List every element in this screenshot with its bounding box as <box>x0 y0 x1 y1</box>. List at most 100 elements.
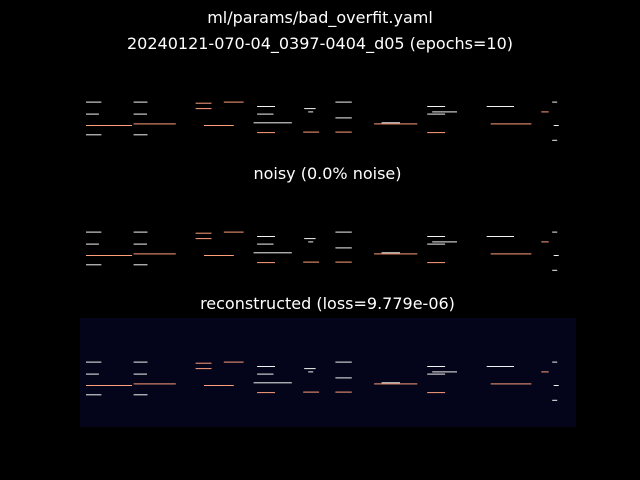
note-segment <box>335 247 352 249</box>
note-segment <box>432 111 457 113</box>
note-segment <box>553 385 559 386</box>
note-segment <box>257 392 275 394</box>
note-segment <box>304 238 316 240</box>
figure-title: ml/params/bad_overfit.yaml <box>207 8 433 27</box>
note-segment <box>552 361 558 363</box>
note-segment <box>195 232 212 234</box>
note-segment <box>553 125 559 126</box>
note-segment <box>133 231 148 233</box>
note-segment <box>257 373 274 375</box>
note-segment <box>432 241 457 243</box>
note-segment <box>335 131 352 133</box>
note-segment <box>374 253 418 255</box>
note-segment <box>381 252 400 254</box>
note-segment <box>86 373 99 375</box>
note-segment <box>486 236 514 237</box>
note-segment <box>257 132 275 134</box>
figure-subtitle: 20240121-070-04_0397-0404_d05 (epochs=10… <box>126 34 513 53</box>
note-segment <box>257 366 275 367</box>
note-segment <box>86 231 102 233</box>
note-segment <box>223 101 244 103</box>
note-segment <box>552 399 558 401</box>
note-segment <box>541 241 549 243</box>
note-segment <box>133 113 147 115</box>
note-segment <box>335 231 352 233</box>
note-segment <box>374 123 418 125</box>
note-segment <box>257 236 275 237</box>
note-segment <box>552 139 558 141</box>
note-segment <box>381 122 400 124</box>
note-segment <box>427 366 446 367</box>
note-segment <box>490 123 532 125</box>
note-segment <box>486 366 514 367</box>
note-segment <box>133 253 176 255</box>
note-segment <box>427 236 446 237</box>
note-segment <box>195 368 212 370</box>
note-segment <box>195 102 212 104</box>
note-segment <box>195 362 212 364</box>
note-segment <box>308 371 314 373</box>
note-segment <box>308 241 314 243</box>
note-segment <box>133 373 147 375</box>
note-segment <box>374 383 418 385</box>
note-segment <box>86 113 99 115</box>
note-segment <box>427 392 446 394</box>
note-segment <box>432 371 457 373</box>
note-segment <box>381 382 400 384</box>
note-segment <box>541 111 549 113</box>
note-segment <box>133 264 148 266</box>
note-segment <box>253 122 292 124</box>
note-segment <box>133 361 148 363</box>
note-segment <box>304 368 316 370</box>
note-segment <box>253 252 292 254</box>
note-segment <box>86 255 133 256</box>
note-segment <box>552 101 558 103</box>
note-segment <box>427 373 446 375</box>
reconstructed-panel <box>86 361 559 401</box>
reconstructed-panel-title: reconstructed (loss=9.779e-06) <box>200 294 455 313</box>
note-segment <box>133 394 148 396</box>
note-segment <box>86 361 102 363</box>
note-segment <box>86 264 102 266</box>
note-segment <box>427 113 446 115</box>
note-segment <box>223 231 244 233</box>
note-segment <box>541 371 549 373</box>
note-segment <box>486 106 514 107</box>
note-segment <box>86 243 99 245</box>
note-segment <box>86 101 102 103</box>
note-segment <box>86 125 133 126</box>
reconstructed-panel-background <box>80 318 576 427</box>
note-segment <box>308 111 314 113</box>
clean-panel <box>86 101 559 141</box>
note-segment <box>86 134 102 136</box>
note-segment <box>303 261 320 263</box>
note-segment <box>427 106 446 107</box>
note-segment <box>86 394 102 396</box>
note-segment <box>133 243 147 245</box>
note-segment <box>304 108 316 110</box>
note-segment <box>195 108 212 110</box>
note-segment <box>86 385 133 386</box>
note-segment <box>490 383 532 385</box>
note-segment <box>133 134 148 136</box>
note-segment <box>427 262 446 264</box>
note-segment <box>335 101 352 103</box>
note-segment <box>335 361 352 363</box>
note-segment <box>335 117 352 119</box>
note-segment <box>204 255 234 256</box>
note-segment <box>257 243 274 245</box>
note-segment <box>552 231 558 233</box>
note-segment <box>257 262 275 264</box>
noisy-panel <box>86 231 559 271</box>
note-segment <box>427 243 446 245</box>
note-segment <box>253 382 292 384</box>
note-segment <box>257 113 274 115</box>
noisy-panel-title: noisy (0.0% noise) <box>253 164 402 183</box>
note-segment <box>335 377 352 379</box>
note-segment <box>335 261 352 263</box>
note-segment <box>133 101 148 103</box>
note-segment <box>223 361 244 363</box>
note-segment <box>490 253 532 255</box>
note-segment <box>204 385 234 386</box>
